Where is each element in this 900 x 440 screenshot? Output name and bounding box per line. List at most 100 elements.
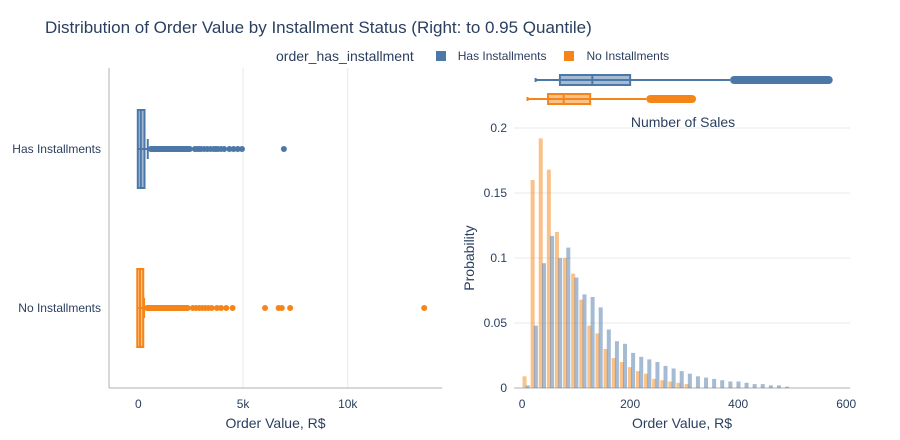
left-y-tick-no-installments: No Installments <box>18 301 101 315</box>
legend-item-has-installments[interactable]: Has Installments <box>435 49 547 63</box>
hist-bar-has-installments-10 <box>606 329 611 388</box>
hist-bar-no-installments-7 <box>579 299 584 388</box>
hist-bar-has-installments-30 <box>768 385 773 388</box>
left-outlier-has-installments-16 <box>280 146 287 152</box>
hist-bar-no-installments-4 <box>554 232 559 388</box>
hist-bar-has-installments-15 <box>647 359 652 388</box>
hist-bar-has-installments-5 <box>566 247 571 388</box>
hist-bar-has-installments-25 <box>728 381 733 388</box>
hist-bar-no-installments-3 <box>546 169 551 388</box>
hist-bar-no-installments-12 <box>619 362 624 388</box>
left-outlier-band-no-installments <box>144 305 191 311</box>
hist-bar-has-installments-19 <box>679 371 684 388</box>
hist-bar-no-installments-0 <box>522 376 527 388</box>
legend-label-no-installments: No Installments <box>586 49 670 63</box>
left-outlier-no-installments-6 <box>208 305 215 311</box>
hist-bar-no-installments-5 <box>563 258 568 388</box>
legend-item-no-installments[interactable]: No Installments <box>564 49 669 63</box>
left-outlier-has-installments-15 <box>238 146 245 152</box>
marginal-box-has-installments <box>558 74 632 86</box>
right-y-tick-2: 0.1 <box>490 251 507 265</box>
hist-bar-has-installments-14 <box>639 356 644 388</box>
hist-bar-has-installments-28 <box>752 384 757 388</box>
hist-bar-has-installments-2 <box>541 263 546 388</box>
hist-bar-no-installments-2 <box>538 138 543 388</box>
hist-bar-no-installments-18 <box>668 381 673 388</box>
hist-bar-no-installments-1 <box>530 180 535 388</box>
left-x-tick-0: 0 <box>135 397 142 411</box>
left-outlier-no-installments-11 <box>262 305 269 311</box>
hist-bar-no-installments-19 <box>676 382 681 388</box>
hist-bar-no-installments-17 <box>660 380 665 388</box>
hist-bar-has-installments-26 <box>736 381 741 388</box>
hist-bar-has-installments-18 <box>671 368 676 388</box>
hist-bar-has-installments-11 <box>614 341 619 388</box>
right-y-tick-3: 0.15 <box>484 186 508 200</box>
legend-title: order_has_installment <box>276 48 414 64</box>
left-x-tick-1: 5k <box>237 397 251 411</box>
hist-bar-has-installments-21 <box>695 376 700 388</box>
hist-bar-has-installments-24 <box>720 380 725 388</box>
left-outlier-no-installments-10 <box>229 305 236 311</box>
left-outlier-has-installments-12 <box>226 146 233 152</box>
hist-bar-has-installments-20 <box>687 373 692 388</box>
left-y-tick-has-installments: Has Installments <box>12 142 101 156</box>
hist-bar-no-installments-20 <box>684 384 689 388</box>
page-title: Distribution of Order Value by Installme… <box>45 18 592 37</box>
hist-bar-has-installments-31 <box>776 385 781 388</box>
right-x-tick-3: 600 <box>836 397 856 411</box>
legend: order_has_installment Has Installments N… <box>276 46 687 66</box>
hist-bar-has-installments-4 <box>558 258 563 388</box>
left-outlier-no-installments-15 <box>421 305 428 311</box>
hist-bar-has-installments-17 <box>663 365 668 388</box>
hist-bar-has-installments-8 <box>590 297 595 388</box>
hist-bar-has-installments-1 <box>533 325 538 388</box>
legend-swatch-no-installments <box>564 51 575 61</box>
left-outlier-has-installments-13 <box>230 146 237 152</box>
marginal-box-no-installments <box>547 93 592 105</box>
right-x-tick-0: 0 <box>519 397 526 411</box>
marginal-outlier-band-has-installments <box>730 76 833 84</box>
right-y-tick-0: 0 <box>500 381 507 395</box>
left-x-axis-title: Order Value, R$ <box>225 415 325 431</box>
hist-bar-no-installments-16 <box>652 378 657 388</box>
left-outlier-has-installments-14 <box>234 146 241 152</box>
hist-bar-has-installments-23 <box>712 378 717 388</box>
legend-swatch-has-installments <box>435 51 446 61</box>
hist-bar-has-installments-27 <box>744 382 749 388</box>
hist-bar-no-installments-8 <box>587 325 592 388</box>
left-x-tick-2: 10k <box>338 397 358 411</box>
right-x-tick-1: 200 <box>620 397 640 411</box>
right-chart-title: Number of Sales <box>631 114 735 130</box>
hist-bar-has-installments-22 <box>704 377 709 388</box>
left-outlier-no-installments-7 <box>213 305 220 311</box>
legend-label-has-installments: Has Installments <box>457 49 547 63</box>
hist-bar-no-installments-14 <box>635 371 640 388</box>
hist-bar-no-installments-6 <box>571 273 576 388</box>
hist-bar-has-installments-32 <box>785 386 790 388</box>
hist-bar-has-installments-13 <box>631 352 636 388</box>
left-outlier-no-installments-14 <box>287 305 294 311</box>
right-y-axis-title: Probability <box>461 225 477 290</box>
hist-bar-has-installments-3 <box>550 235 555 388</box>
right-y-tick-1: 0.05 <box>484 316 508 330</box>
hist-bar-no-installments-9 <box>595 333 600 388</box>
left-outlier-band-has-installments <box>147 146 193 152</box>
hist-bar-has-installments-9 <box>598 307 603 388</box>
hist-bar-no-installments-15 <box>644 373 649 388</box>
hist-bar-no-installments-10 <box>603 349 608 388</box>
hist-bar-has-installments-7 <box>582 294 587 388</box>
hist-bar-has-installments-0 <box>525 385 530 388</box>
right-x-axis-title: Order Value, R$ <box>632 415 732 431</box>
hist-bar-has-installments-29 <box>760 384 765 388</box>
hist-bar-has-installments-16 <box>655 362 660 388</box>
marginal-outlier-band-no-installments <box>646 95 697 103</box>
right-x-tick-2: 400 <box>728 397 748 411</box>
hist-bar-no-installments-13 <box>627 367 632 388</box>
left-outlier-no-installments-8 <box>218 305 225 311</box>
left-outlier-has-installments-11 <box>221 146 228 152</box>
hist-bar-has-installments-12 <box>623 343 628 388</box>
hist-bar-no-installments-11 <box>611 358 616 388</box>
left-outlier-no-installments-13 <box>278 305 285 311</box>
